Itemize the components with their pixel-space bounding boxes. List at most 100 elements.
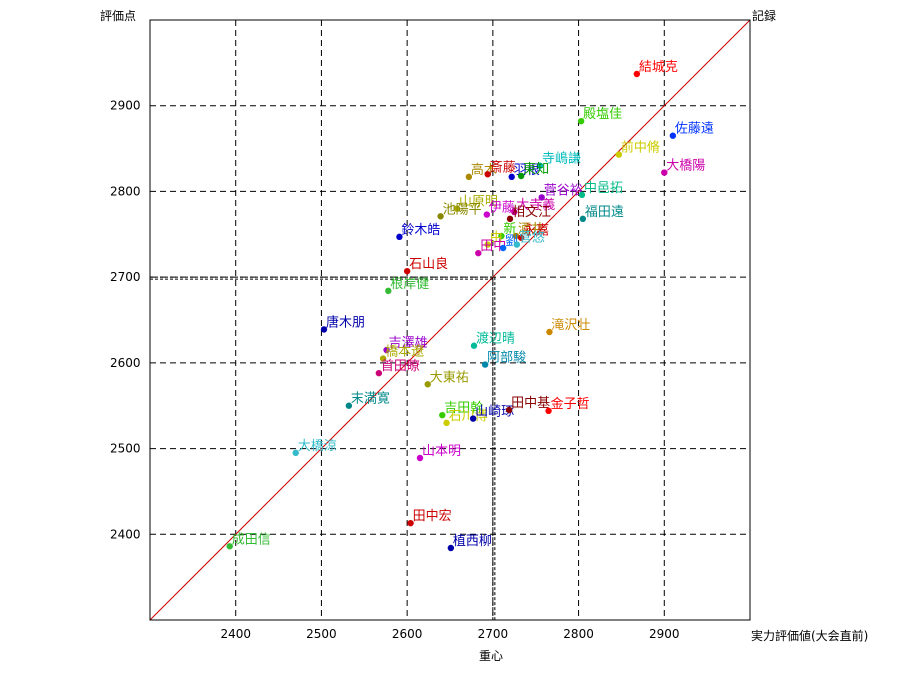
data-point-label: 永嘉 xyxy=(523,224,549,239)
x-tick-label: 2900 xyxy=(649,627,680,641)
y-tick-label: 2900 xyxy=(110,99,141,113)
data-point xyxy=(615,151,623,158)
data-point xyxy=(403,267,411,275)
data-point-label: 石川博 xyxy=(449,409,488,424)
data-point-label: 渡辺晴 xyxy=(476,331,515,347)
plot-frame xyxy=(149,19,751,621)
data-point xyxy=(578,191,586,199)
data-point xyxy=(513,241,521,248)
data-point-label: 福田遠 xyxy=(585,205,624,220)
data-point-label: 山崎琢 xyxy=(475,405,514,420)
data-point xyxy=(633,70,641,78)
data-point xyxy=(484,171,491,178)
data-point xyxy=(465,173,473,181)
x-tick-label: 2700 xyxy=(478,627,509,641)
data-point xyxy=(545,407,552,415)
data-point xyxy=(345,402,353,409)
data-point xyxy=(506,215,514,223)
data-point-label: 大橋陽 xyxy=(666,159,705,174)
x-tick-labels: 2400 2500 2600 2700 2800 2900 xyxy=(220,627,679,641)
data-point-label: 寺嶋謙 xyxy=(542,152,581,167)
y-tick-labels: 2400 2500 2600 2700 2800 2900 xyxy=(110,99,141,542)
data-point-label: 滝沢壮 xyxy=(551,318,590,333)
data-point xyxy=(517,172,525,180)
data-point xyxy=(517,234,525,241)
data-point-label: 斎藤 xyxy=(490,159,516,175)
data-point-label: 首田瞭 xyxy=(381,359,420,374)
data-point xyxy=(579,215,587,223)
data-point xyxy=(669,132,677,139)
data-point xyxy=(508,173,515,181)
data-point xyxy=(511,208,518,216)
data-point-label: 相文江 xyxy=(512,205,551,220)
top-right-label: 記録 xyxy=(752,8,776,23)
data-point xyxy=(512,232,520,240)
data-point xyxy=(379,355,387,362)
y-tick-label: 2800 xyxy=(110,184,141,198)
data-point xyxy=(483,211,491,218)
data-point xyxy=(577,117,585,125)
data-point-label: 酒井 xyxy=(518,222,544,237)
data-point-label: 由 xyxy=(490,231,503,246)
data-point xyxy=(498,232,505,240)
y-tick-label: 2500 xyxy=(110,442,141,456)
data-point xyxy=(536,162,544,169)
data-point-label: 池陽平 xyxy=(443,202,482,217)
data-point-label: 田中 xyxy=(480,239,506,254)
data-point xyxy=(538,194,545,201)
data-point-label: 成田信 xyxy=(232,532,271,547)
data-point-label: 山本明 xyxy=(422,444,461,459)
data-point-label: 田中基 xyxy=(511,396,550,411)
data-point xyxy=(407,519,414,527)
y-tick-label: 2400 xyxy=(110,527,141,541)
data-point-label: 田中宏 xyxy=(413,509,452,524)
data-point-label: 橋本遼 xyxy=(385,345,424,360)
x-tick-label: 2400 xyxy=(220,627,251,641)
data-point xyxy=(499,244,507,252)
y-tick-label: 2700 xyxy=(110,270,141,284)
data-point xyxy=(226,543,233,550)
x-tick-label: 2500 xyxy=(306,627,337,641)
data-point xyxy=(447,544,455,552)
data-point-label: 山原明 xyxy=(459,195,498,210)
data-point-label: 石山良 xyxy=(409,256,448,272)
data-point-label: 殿塩佳 xyxy=(583,107,622,122)
data-point xyxy=(437,213,444,220)
data-point-label: 金子哲 xyxy=(551,396,590,412)
data-point-label: 吉田幹 xyxy=(444,400,483,416)
data-point-label: 佐藤遠 xyxy=(675,122,714,137)
data-point-label: 植西柳 xyxy=(453,534,492,549)
center-lines xyxy=(150,276,496,620)
data-point xyxy=(546,328,553,336)
data-point xyxy=(416,454,424,462)
y-axis-label: 評価点 xyxy=(100,8,136,23)
data-point xyxy=(383,346,390,354)
data-point xyxy=(470,342,478,349)
data-point-label: 鈴木皓 xyxy=(401,223,440,238)
center-axis-label: 重心 xyxy=(479,649,503,663)
diagonal-line xyxy=(149,19,751,621)
data-point xyxy=(375,369,383,377)
data-point xyxy=(453,205,461,212)
data-point xyxy=(661,169,668,176)
data-point xyxy=(469,415,477,422)
data-point-label: 前中脩 xyxy=(621,140,660,156)
data-point xyxy=(481,361,489,368)
data-point-label: 大東祐 xyxy=(430,369,469,385)
data-point-label: 伊藤 xyxy=(489,201,515,216)
x-axis-label: 実力評価値(大会直前) xyxy=(751,628,868,643)
data-point-label: 吉澤雄 xyxy=(389,336,428,351)
data-point xyxy=(320,326,328,333)
data-point-label: 大橋涼 xyxy=(298,439,337,454)
data-point-label: 菅谷裕 xyxy=(544,183,583,198)
y-tick-label: 2600 xyxy=(110,356,141,370)
data-point-label: 唐木朋 xyxy=(326,314,365,330)
data-point xyxy=(475,249,482,257)
data-point xyxy=(439,411,446,419)
data-point-label: 末満寛 xyxy=(351,391,390,407)
data-point xyxy=(292,449,299,457)
data-point-label: 阿部駿 xyxy=(487,351,526,366)
data-point-label: 新 xyxy=(503,221,516,237)
data-point-label: 大寺義 xyxy=(516,197,555,213)
